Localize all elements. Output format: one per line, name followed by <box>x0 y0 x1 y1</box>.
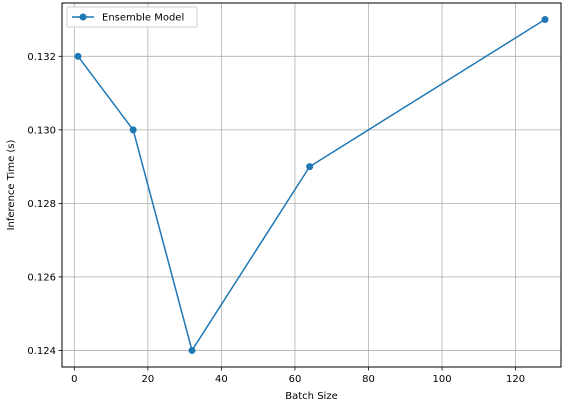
legend-marker <box>79 13 87 21</box>
x-tick-label: 40 <box>215 374 228 385</box>
y-tick-label: 0.124 <box>27 346 56 357</box>
y-axis-label: Inference Time (s) <box>6 139 17 230</box>
y-tick-label: 0.130 <box>27 125 56 136</box>
legend-label: Ensemble Model <box>102 13 184 24</box>
x-tick-label: 100 <box>432 374 451 385</box>
y-tick-label: 0.128 <box>27 199 56 210</box>
data-point <box>74 52 82 60</box>
plot-frame <box>61 2 562 368</box>
y-tick-label: 0.132 <box>27 52 56 63</box>
data-point <box>188 346 196 354</box>
y-tick-label: 0.126 <box>27 272 56 283</box>
data-point <box>129 126 137 134</box>
legend-box <box>66 6 198 28</box>
x-tick-label: 80 <box>362 374 375 385</box>
data-point <box>306 163 314 171</box>
x-tick-label: 60 <box>289 374 302 385</box>
series-layer <box>74 16 549 354</box>
x-tick-label: 120 <box>506 374 525 385</box>
x-tick-label: 20 <box>141 374 154 385</box>
x-axis-label: Batch Size <box>285 391 337 402</box>
axis-ticks: 0 20 40 60 80 100 120 0.124 0.126 0.128 0.130 0.132 <box>27 52 525 385</box>
data-point <box>541 16 549 24</box>
legend: Ensemble Model <box>66 6 198 28</box>
x-tick-label: 0 <box>71 374 77 385</box>
